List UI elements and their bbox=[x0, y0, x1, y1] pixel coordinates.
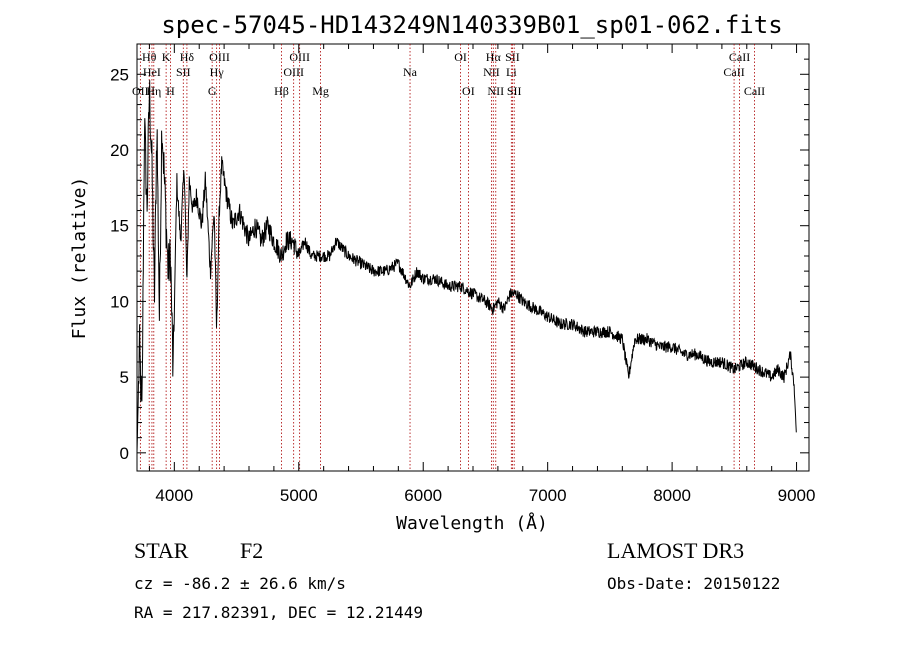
line-label-12: OIII bbox=[283, 65, 304, 79]
x-axis-label: Wavelength (Å) bbox=[396, 512, 548, 534]
redshift-readout: cz = -86.2 ± 26.6 km/s bbox=[134, 574, 346, 593]
y-axis-label: Flux (relative) bbox=[69, 177, 90, 340]
plot-frame bbox=[136, 43, 810, 472]
line-label-13: OIII bbox=[289, 50, 310, 64]
y-tick-label-5: 25 bbox=[110, 65, 129, 84]
line-label-9: Hγ bbox=[210, 65, 225, 79]
line-label-16: OI bbox=[454, 50, 467, 64]
line-label-7: Hδ bbox=[180, 50, 195, 64]
line-label-5: H bbox=[166, 84, 175, 98]
chart-title: spec-57045-HD143249N140339B01_sp01-062.f… bbox=[161, 11, 782, 39]
line-label-19: Hα bbox=[486, 50, 502, 64]
line-label-0: OII bbox=[132, 84, 149, 98]
line-label-2: HeI bbox=[143, 65, 161, 79]
line-label-11: Hβ bbox=[274, 84, 289, 98]
axis-ticks: 4000 5000 6000 7000 8000 9000 0 5 10 15 20 25 bbox=[110, 44, 815, 505]
x-tick-label-3: 7000 bbox=[529, 486, 567, 505]
line-label-22: SII bbox=[505, 50, 520, 64]
line-label-23: SII bbox=[507, 84, 522, 98]
x-tick-label-0: 4000 bbox=[155, 486, 193, 505]
line-label-24: CaII bbox=[723, 65, 744, 79]
line-label-26: CaII bbox=[744, 84, 765, 98]
y-tick-label-2: 10 bbox=[110, 292, 129, 311]
x-tick-label-1: 5000 bbox=[280, 486, 318, 505]
line-label-17: OI bbox=[462, 84, 475, 98]
y-tick-label-4: 20 bbox=[110, 141, 129, 160]
line-label-4: K bbox=[162, 50, 171, 64]
y-tick-label-0: 0 bbox=[120, 444, 129, 463]
line-label-15: Na bbox=[403, 65, 418, 79]
line-label-1: Hθ bbox=[142, 50, 157, 64]
line-label-10: OIII bbox=[209, 50, 230, 64]
y-tick-label-3: 15 bbox=[110, 217, 129, 236]
line-label-20: NII bbox=[487, 84, 504, 98]
coordinates-readout: RA = 217.82391, DEC = 12.21449 bbox=[134, 603, 423, 622]
obs-date: Obs-Date: 20150122 bbox=[607, 574, 781, 593]
line-label-21: Li bbox=[506, 65, 517, 79]
line-label-14: Mg bbox=[312, 84, 329, 98]
line-label-3: Hη bbox=[146, 84, 161, 98]
y-tick-label-1: 5 bbox=[120, 368, 129, 387]
line-label-8: G bbox=[208, 84, 217, 98]
survey-label: LAMOST DR3 bbox=[607, 538, 745, 563]
x-tick-label-5: 9000 bbox=[778, 486, 816, 505]
x-tick-label-2: 6000 bbox=[404, 486, 442, 505]
line-label-6: SII bbox=[176, 65, 191, 79]
x-tick-label-4: 8000 bbox=[653, 486, 691, 505]
flux-series-line bbox=[136, 80, 797, 453]
line-label-18: NII bbox=[483, 65, 500, 79]
object-class: STAR bbox=[134, 538, 189, 563]
line-label-25: CaII bbox=[729, 50, 750, 64]
emission-line-markers: OIIHθHeIHηKHSIIHδGHγOIIIHβOIIIOIIIMgNaOI… bbox=[132, 44, 765, 471]
object-subclass: F2 bbox=[240, 538, 264, 563]
